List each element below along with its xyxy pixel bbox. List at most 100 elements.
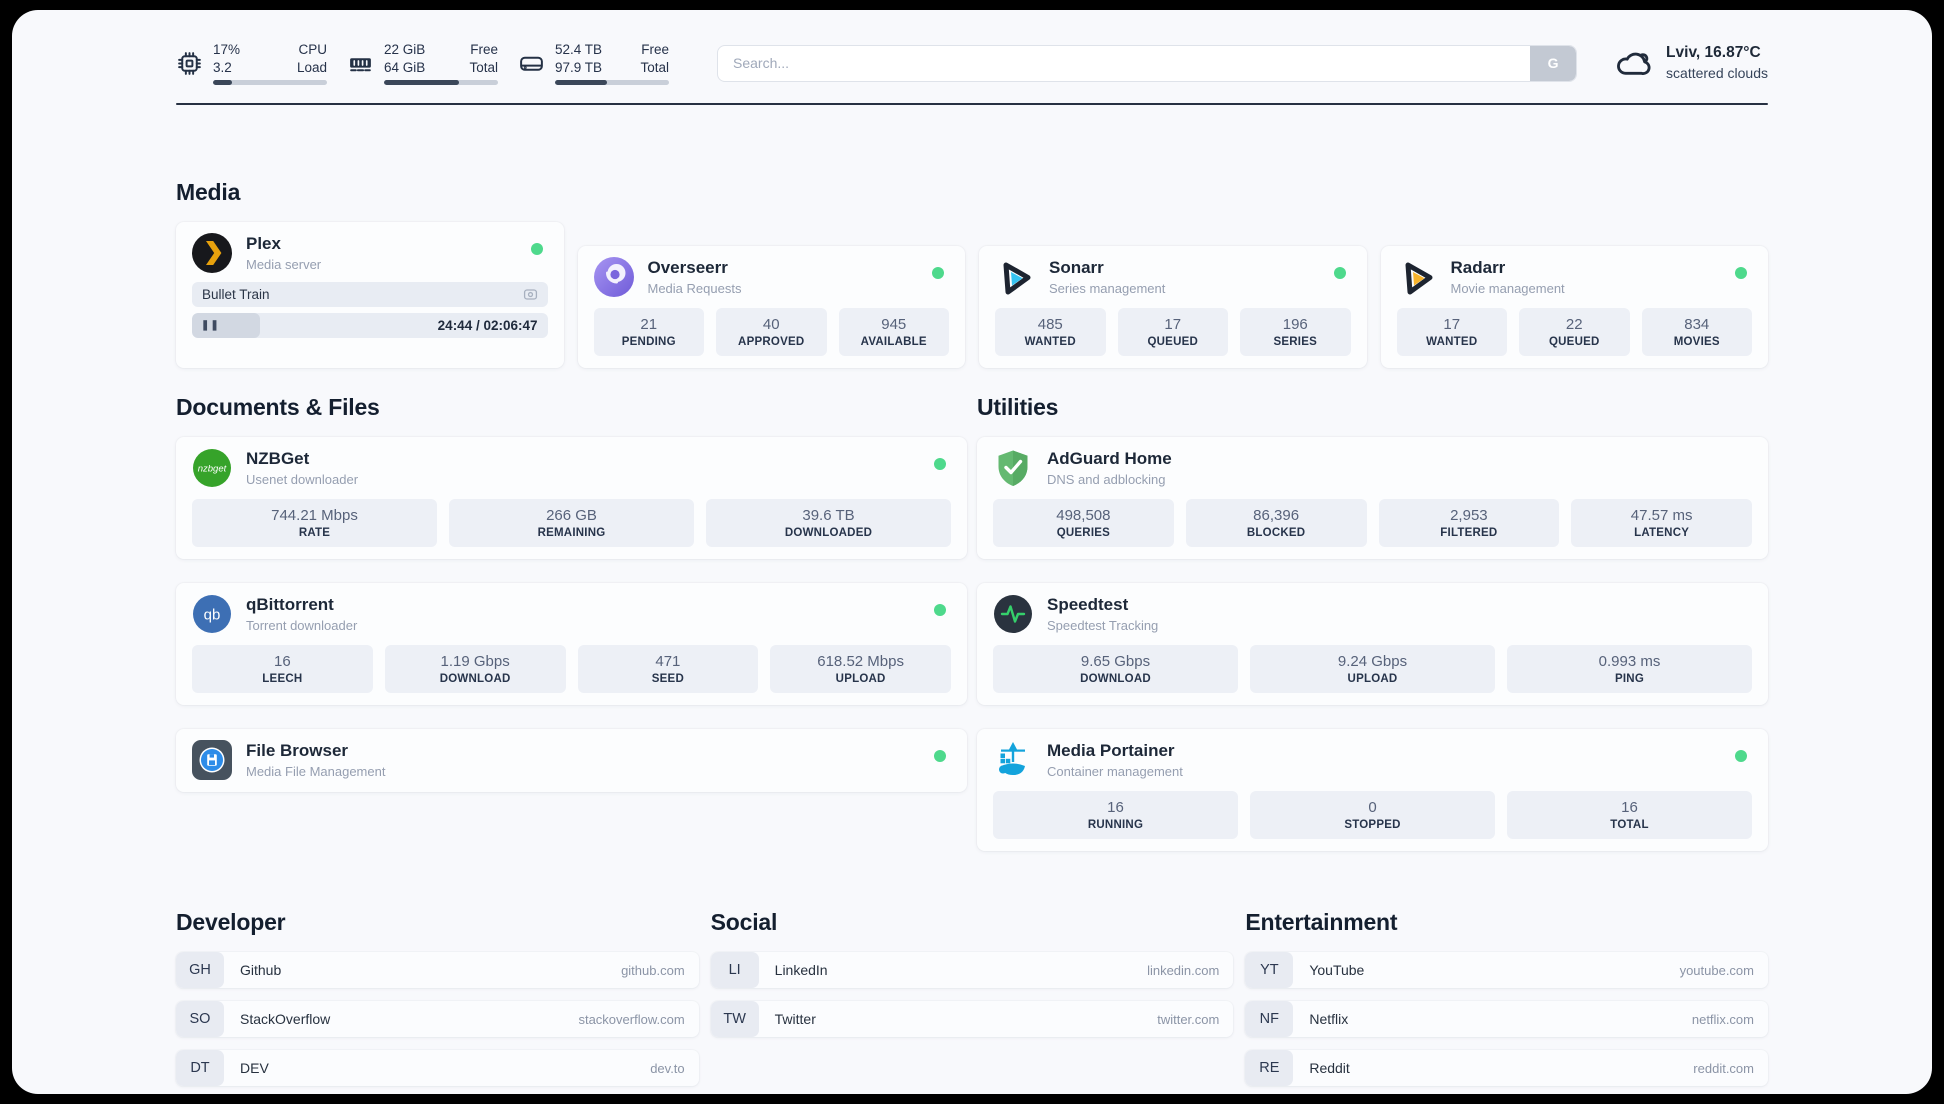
disk-label-1: Free: [641, 41, 669, 57]
stat-value: 47.57 ms: [1630, 507, 1693, 524]
stat-box: 47.57 ms LATENCY: [1571, 499, 1752, 547]
playback-progressbar: ❚❚ 24:44 / 02:06:47: [192, 313, 548, 338]
stat-label: TOTAL: [1610, 819, 1649, 831]
stat-value: 39.6 TB: [802, 507, 855, 524]
app-card-adguard[interactable]: AdGuard Home DNS and adblocking 498,508 …: [977, 437, 1768, 559]
bookmark-row[interactable]: GH Github github.com: [176, 952, 699, 988]
app-card-overseerr[interactable]: Overseerr Media Requests 21 PENDING 40: [577, 246, 965, 368]
app-name: Plex: [246, 233, 281, 253]
stat-value: 485: [1037, 316, 1063, 333]
stat-label: DOWNLOADED: [784, 527, 873, 539]
cpu-label-2: Load: [296, 59, 327, 75]
app-card-radarr[interactable]: Radarr Movie management 17 WANTED 22: [1380, 246, 1768, 368]
section-title-developer: Developer: [176, 909, 286, 935]
status-dot: [934, 750, 946, 762]
section-developer: Developer GH Github github.com SO StackO…: [176, 909, 699, 1094]
disk-icon: [520, 56, 543, 71]
stat-value: 40: [762, 316, 780, 333]
pause-icon: ❚❚: [201, 320, 220, 331]
stat-label: BLOCKED: [1246, 527, 1306, 539]
bookmark-row[interactable]: SO StackOverflow stackoverflow.com: [176, 1001, 699, 1037]
bookmark-abbr: DT: [176, 1050, 224, 1086]
stat-label: WANTED: [1426, 336, 1478, 348]
stat-box: 17 WANTED: [1396, 308, 1507, 356]
app-name: Overseerr: [647, 257, 728, 277]
stat-label: STOPPED: [1344, 819, 1401, 831]
bookmark-row[interactable]: YT YouTube youtube.com: [1245, 952, 1768, 988]
disk-label-2: Total: [640, 59, 669, 75]
bookmark-row[interactable]: LI LinkedIn linkedin.com: [710, 952, 1234, 988]
stat-box: 834 MOVIES: [1641, 308, 1752, 356]
stat-value: 618.52 Mbps: [817, 653, 904, 670]
app-name: Sonarr: [1049, 257, 1104, 277]
cpu-icon: [178, 51, 201, 75]
stat-value: 471: [655, 653, 681, 670]
app-card-filebrowser[interactable]: File Browser Media File Management: [176, 729, 967, 792]
bookmark-row[interactable]: DT DEV dev.to: [176, 1050, 699, 1086]
stat-label: QUEUED: [1548, 336, 1600, 348]
app-card-sonarr[interactable]: Sonarr Series management 485 WANTED 17: [979, 246, 1367, 368]
stat-value: 2,953: [1450, 507, 1488, 524]
bookmark-abbr: GH: [176, 952, 224, 988]
header-divider: [176, 103, 1768, 105]
app-card-speedtest[interactable]: Speedtest Speedtest Tracking 9.65 Gbps D…: [977, 583, 1768, 705]
section-utilities: Utilities AdGuard Home DNS and adblockin…: [977, 394, 1768, 851]
stat-label: PING: [1614, 673, 1645, 685]
app-card-nzbget[interactable]: nzbget NZBGet Usenet downloader 744.21 M…: [176, 437, 967, 559]
now-playing-row: Bullet Train: [192, 282, 548, 307]
bookmark-row[interactable]: NF Netflix netflix.com: [1245, 1001, 1768, 1037]
status-dot: [1333, 267, 1346, 279]
app-desc: Media File Management: [246, 764, 386, 780]
stat-value: 16: [274, 653, 291, 670]
stat-label: REMAINING: [537, 527, 606, 539]
app-desc: Speedtest Tracking: [1047, 618, 1159, 634]
stat-box: 485 WANTED: [995, 308, 1106, 356]
bookmark-abbr: RE: [1245, 1050, 1294, 1086]
app-card-plex[interactable]: Plex Media server Bullet Train: [176, 222, 564, 368]
stat-box: 9.65 Gbps DOWNLOAD: [993, 645, 1238, 693]
stat-value: 744.21 Mbps: [271, 507, 358, 524]
stat-value: 86,396: [1253, 507, 1300, 524]
section-title-documents: Documents & Files: [176, 394, 380, 420]
bookmark-name: Github: [240, 962, 282, 978]
stat-box: 196 SERIES: [1240, 308, 1351, 356]
bookmark-row[interactable]: RE Reddit reddit.com: [1245, 1050, 1768, 1086]
stat-label: QUERIES: [1056, 527, 1111, 539]
stat-box: 2,953 FILTERED: [1378, 499, 1560, 547]
stat-box: 16 TOTAL: [1507, 791, 1752, 839]
stat-label: FILTERED: [1440, 527, 1498, 539]
bookmark-url: dev.to: [650, 1060, 685, 1076]
status-dot: [932, 267, 944, 279]
app-desc: DNS and adblocking: [1047, 472, 1166, 488]
portainer-icon: [999, 742, 1025, 775]
filebrowser-icon: [192, 740, 232, 780]
ram-label-1: Free: [470, 41, 498, 57]
app-name: Media Portainer: [1047, 740, 1175, 760]
stat-value: 196: [1282, 316, 1308, 333]
status-dot: [530, 243, 543, 255]
bookmark-row[interactable]: TW Twitter twitter.com: [710, 1001, 1234, 1037]
cpu-progressbar: [213, 80, 327, 86]
stat-label: SERIES: [1273, 336, 1318, 348]
bookmark-abbr: YT: [1245, 952, 1294, 988]
stat-value: 16: [1107, 799, 1124, 816]
stat-value: 17: [1164, 316, 1182, 333]
status-dot: [1735, 750, 1747, 762]
search-input[interactable]: [718, 45, 1531, 81]
bookmark-name: YouTube: [1309, 962, 1365, 978]
ram-widget: 22 GiB 64 GiB Free Total: [347, 41, 498, 86]
search-engine-button[interactable]: G: [1530, 45, 1577, 81]
stat-label: AVAILABLE: [860, 336, 927, 348]
bookmark-url: reddit.com: [1693, 1060, 1754, 1076]
weather-widget: Lviv, 16.87°C scattered clouds: [1613, 43, 1768, 83]
app-card-portainer[interactable]: Media Portainer Container management 16 …: [977, 729, 1768, 851]
stat-label: LATENCY: [1634, 527, 1690, 539]
app-card-qbittorrent[interactable]: qb qBittorrent Torrent downloader 16 LEE…: [176, 583, 967, 705]
section-media: Media Plex Media server Bullet Train: [176, 179, 1768, 368]
stat-box: 498,508 QUERIES: [993, 499, 1174, 547]
stat-box: 16 LEECH: [192, 645, 373, 693]
stat-box: 1.19 Gbps DOWNLOAD: [384, 645, 566, 693]
disk-value-free: 52.4 TB: [555, 41, 603, 57]
bookmark-name: LinkedIn: [774, 962, 828, 978]
camera-icon: [523, 287, 538, 302]
